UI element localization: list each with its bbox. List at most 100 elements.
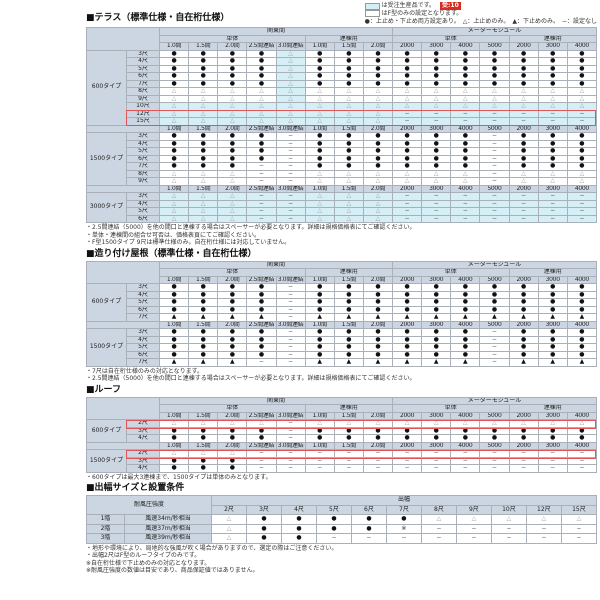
lead-time-badge: 受:10 (440, 2, 461, 10)
mark-cell: △ (217, 207, 248, 216)
mark-cell: ● (304, 139, 335, 148)
depth-size-header: 8尺 (420, 504, 457, 515)
size-header-cell: 4000 (450, 320, 481, 329)
row-label: 9尺 (126, 94, 160, 103)
mark-cell: △ (525, 514, 562, 525)
sections: 関東間 メーターモジュール 単体 連棟用 単体 連棟用 1.0間 1.5間 2.0間 2.5間連結… (85, 27, 598, 575)
mark-cell: − (479, 343, 510, 352)
mark-cell: ● (537, 64, 568, 73)
mark-cell: ● (333, 64, 364, 73)
mark-cell: △ (304, 419, 335, 428)
mark-cell: − (537, 199, 568, 208)
mark-cell: △ (188, 177, 219, 186)
mark-cell: ● (391, 132, 423, 141)
size-header-cell: 5000 (479, 411, 510, 420)
size-header-cell: 1.5間 (333, 411, 364, 420)
mark-cell: − (455, 523, 492, 534)
mark-cell: ● (508, 328, 539, 337)
mark-cell: ● (246, 147, 277, 156)
size-header-cell: 3000 (537, 441, 568, 450)
size-header-spacer (86, 184, 160, 193)
mark-cell: △ (450, 177, 481, 186)
mark-cell: ● (450, 162, 481, 171)
section-title: ■出幅サイズと設置条件 (86, 483, 185, 493)
mark-cell: ● (217, 64, 248, 73)
mark-cell: △ (304, 207, 335, 216)
mark-cell: ▲ (391, 358, 423, 367)
mark-cell: − (275, 290, 306, 299)
spec-table-wrap: 関東間 メーターモジュール 単体 連棟用 単体 連棟用 1.0間 1.5間 2.0間 2.5間連結… (86, 396, 598, 473)
mark-cell: △ (479, 87, 510, 96)
mark-cell: ● (304, 305, 335, 314)
mark-cell: ● (508, 57, 539, 66)
mark-cell: ● (421, 328, 452, 337)
mark-cell: − (537, 456, 568, 465)
mark-cell: ● (304, 343, 335, 352)
mark-cell: − (246, 358, 277, 367)
mark-cell: △ (333, 117, 364, 126)
mark-cell: △ (333, 169, 364, 178)
mark-cell: ▲ (333, 313, 364, 322)
mark-cell: △ (508, 169, 539, 178)
mark-cell: ▲ (158, 358, 190, 367)
note-line: ・出幅2尺はF型のルーフタイプのみです。 (86, 552, 201, 559)
mark-cell: △ (188, 199, 219, 208)
mark-cell: − (566, 117, 598, 126)
mark-cell: ● (280, 523, 317, 534)
mark-cell: − (421, 109, 452, 118)
mark-cell: △ (217, 102, 248, 111)
mark-cell: ● (217, 305, 248, 314)
subgroup-header: 連棟用 (508, 404, 597, 413)
mark-cell: △ (479, 94, 510, 103)
size-header-cell: 2.0間 (362, 320, 394, 329)
mark-cell: ● (333, 290, 364, 299)
mark-cell: ● (391, 298, 423, 307)
size-header-cell: 1.0間 (304, 441, 335, 450)
size-header-cell: 1.5間 (333, 42, 364, 51)
mark-cell: ● (391, 350, 423, 359)
mark-cell: ● (217, 79, 248, 88)
mark-cell: △ (217, 87, 248, 96)
mark-cell: ● (246, 298, 277, 307)
mark-cell: ● (158, 456, 190, 465)
mark-cell: ● (450, 305, 481, 314)
mark-cell: △ (217, 94, 248, 103)
mark-cell: △ (217, 109, 248, 118)
mark-cell: ● (450, 49, 481, 58)
mark-cell: ● (566, 343, 598, 352)
size-header-cell: 3000 (537, 320, 568, 329)
mark-cell: ● (566, 426, 598, 435)
mark-cell: ● (158, 283, 190, 292)
mark-cell: ● (304, 64, 335, 73)
size-header-cell: 4000 (566, 441, 598, 450)
mark-cell: ● (362, 139, 394, 148)
mark-cell: ● (304, 350, 335, 359)
mark-cell: ● (158, 298, 190, 307)
mark-cell: − (275, 207, 306, 216)
mark-cell: ● (246, 72, 277, 81)
row-label: 5尺 (126, 207, 160, 216)
mark-cell: ● (304, 328, 335, 337)
size-header-cell: 2.0間 (217, 184, 248, 193)
mark-cell: ● (158, 162, 190, 171)
note-line: ※耐風圧強度の数値は目安であり、商品保証値ではありません。 (86, 567, 259, 574)
mark-cell: △ (479, 102, 510, 111)
mark-cell: ▲ (479, 313, 510, 322)
row-label: 9尺 (126, 177, 160, 186)
size-header-cell: 3.0間連結 (275, 411, 306, 420)
mark-cell: △ (188, 192, 219, 201)
mark-cell: ● (158, 79, 190, 88)
group-header: メーターモジュール (392, 27, 597, 36)
row-label: 4尺 (126, 199, 160, 208)
size-header-cell: 3000 (537, 275, 568, 284)
mark-cell: ● (450, 426, 481, 435)
mark-cell: ● (391, 343, 423, 352)
mark-cell: − (391, 456, 423, 465)
size-header-cell: 3000 (421, 411, 452, 420)
mark-cell: ● (304, 49, 335, 58)
mark-cell: ● (158, 335, 190, 344)
mark-cell: △ (362, 177, 394, 186)
mark-cell: ● (333, 426, 364, 435)
mark-cell: ● (217, 290, 248, 299)
size-header-cell: 3.0間連結 (275, 124, 306, 133)
